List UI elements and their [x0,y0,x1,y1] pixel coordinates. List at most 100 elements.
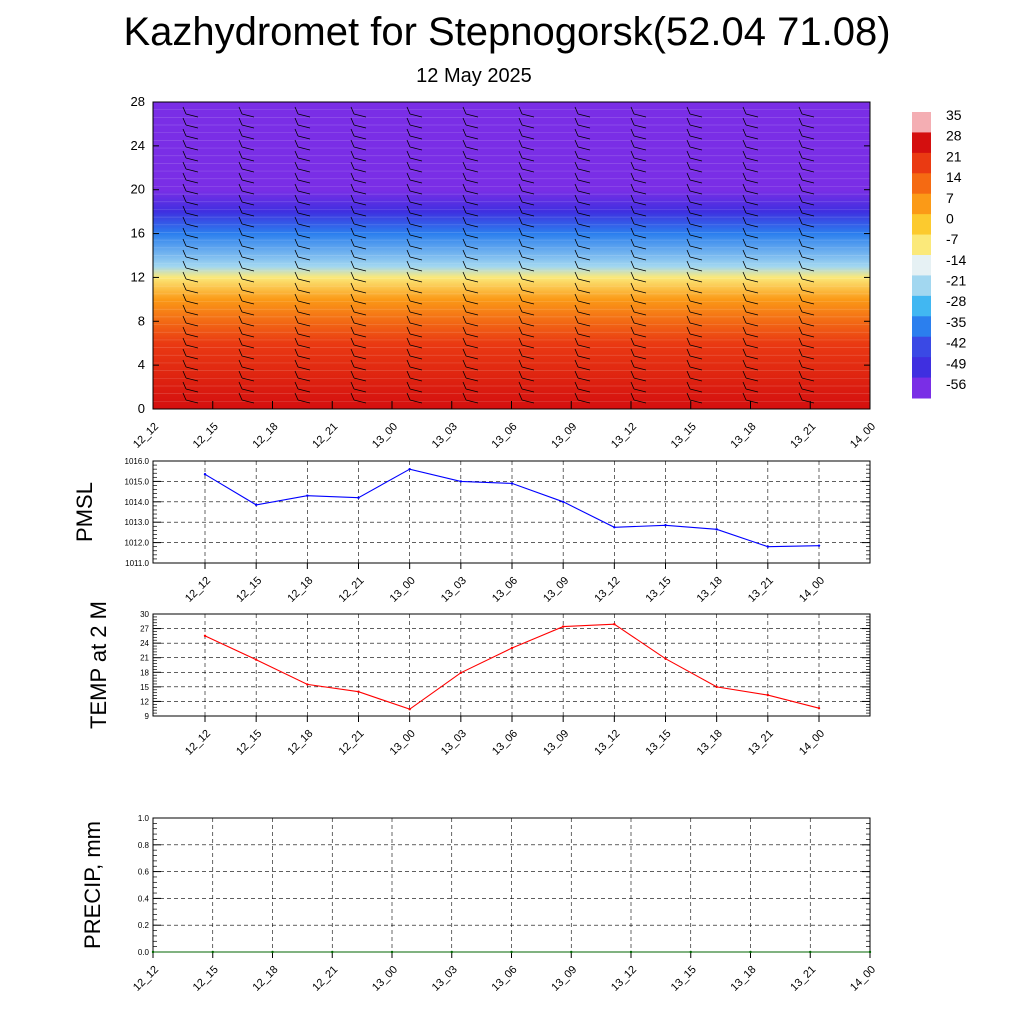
wind-barb [238,106,255,118]
data-point [459,480,463,483]
wind-barb [742,150,759,162]
wind-barb [686,106,703,118]
wind-barb [182,304,199,316]
y-tick-label: 27 [140,625,149,634]
wind-barb [630,216,647,228]
wind-barb [518,392,535,404]
temp-panel: 9 12 15 18 21 24 27 30 12_12 12_15 12_18 12_21 13_00… [86,601,871,758]
wind-barb [350,128,367,140]
wind-barb [742,117,759,129]
wind-barb [798,260,815,272]
wind-barb [294,183,311,195]
wind-barb [798,128,815,140]
wind-barb [294,392,311,404]
wind-barb [350,315,367,327]
wind-barb [462,326,479,338]
wind-barb [686,337,703,349]
wind-barb [182,194,199,206]
wind-barb [630,150,647,162]
wind-barb [798,161,815,173]
wind-barb [798,370,815,382]
data-point [254,658,258,661]
wind-barb [294,293,311,305]
wind-barb [238,238,255,250]
wind-barb [686,260,703,272]
colorbar-label: -42 [946,335,966,351]
wind-barb [798,293,815,305]
wind-barb [742,227,759,239]
wind-barb [686,304,703,316]
colorbar-swatch [912,234,931,256]
wind-barb [182,381,199,393]
wind-barb [518,139,535,151]
wind-barb [350,249,367,261]
wind-barb [798,216,815,228]
colorbar-label: -28 [946,293,966,309]
wind-barb [742,337,759,349]
colorbar-swatch [912,214,931,236]
y-tick-label: 1012.0 [125,539,150,548]
wind-barb [686,161,703,173]
wind-barb [798,205,815,217]
data-point [390,950,394,954]
wind-barb [742,293,759,305]
wind-barb [462,315,479,327]
y-tick-label: 4 [138,357,145,372]
wind-barb [182,249,199,261]
wind-barb [462,106,479,118]
wind-barb [630,370,647,382]
wind-barb [686,150,703,162]
wind-barb [574,282,591,294]
wind-barb [238,370,255,382]
wind-barb [238,117,255,129]
wind-barb [742,348,759,360]
wind-barb [350,238,367,250]
x-tick-label: 14_00 [797,575,827,605]
wind-barb [406,117,423,129]
wind-barb [798,194,815,206]
wind-barb [350,150,367,162]
x-tick-label: 13_15 [644,575,674,605]
x-tick-label: 13_03 [439,728,469,758]
wind-barb [574,326,591,338]
data-point [510,482,514,485]
wind-barb [238,348,255,360]
wind-barb [182,216,199,228]
wind-barb [686,392,703,404]
wind-barb [462,282,479,294]
x-tick-label: 12_15 [191,421,221,451]
wind-barb [294,381,311,393]
wind-barb [630,381,647,393]
wind-barb [462,271,479,283]
data-point [715,528,718,531]
wind-barb [742,205,759,217]
wind-barb [798,271,815,283]
wind-barb [182,359,199,371]
precip-panel: 0.0 0.2 0.4 0.6 0.8 1.0 12_12 12_15 12_18 12_21 13… [80,814,878,994]
wind-barb [518,337,535,349]
colorbar-label: 7 [946,190,954,206]
wind-barb [238,359,255,371]
colorbar-label: -14 [946,252,966,268]
wind-barb [518,260,535,272]
data-point [570,950,573,954]
data-point [254,503,258,507]
wind-barb [574,337,591,349]
x-tick-label: 12_18 [285,728,315,758]
wind-barb [686,238,703,250]
wind-barb [406,282,423,294]
wind-barb [238,150,255,162]
y-tick-label: 1011.0 [125,559,149,568]
wind-barb [518,271,535,283]
wind-barb [518,150,535,162]
x-tick-label: 12_15 [234,575,264,605]
wind-barb [686,227,703,239]
wind-barb [742,315,759,327]
x-tick-label: 12_12 [131,964,161,994]
y-tick-label: 24 [131,138,145,153]
colorbar: 35 28 21 14 7 0 -7 -14 -21 -28 -35 -42 -49 -56 [912,107,966,399]
wind-barb [294,249,311,261]
wind-barb [630,359,647,371]
wind-barb [238,128,255,140]
wind-barb [742,249,759,261]
